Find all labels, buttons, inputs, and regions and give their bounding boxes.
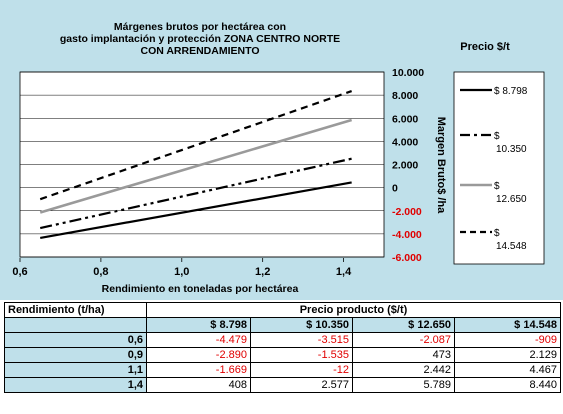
price-table: Rendimiento (t/ha) Precio producto ($/t)… — [4, 302, 561, 393]
x-tick-label: 1,0 — [174, 266, 189, 278]
chart-title-line: CON ARRENDAMIENTO — [140, 45, 259, 57]
yield-cell: 1,4 — [4, 377, 147, 393]
value-cell: -2.087 — [352, 332, 455, 348]
value-cell: -1.669 — [146, 362, 251, 378]
value-cell: 2.442 — [352, 362, 455, 378]
price-group-header: Precio producto ($/t) — [146, 302, 561, 318]
value-cell: 2.129 — [454, 347, 561, 363]
blank-header-cell — [4, 317, 147, 333]
value-cell: -909 — [454, 332, 561, 348]
value-cell: 408 — [146, 377, 251, 393]
y-tick-label: 4.000 — [392, 136, 418, 148]
y-tick-label: 0 — [392, 183, 398, 195]
chart-title-line: Márgenes brutos por hectárea con — [114, 21, 286, 33]
yield-cell: 0,6 — [4, 332, 147, 348]
price-header: $ 14.548 — [454, 317, 561, 333]
legend-label: $ — [494, 131, 500, 142]
y-tick-label: -2.000 — [392, 206, 422, 218]
y-tick-label: -4.000 — [392, 229, 422, 241]
value-cell: -3.515 — [250, 332, 353, 348]
value-cell: 5.789 — [352, 377, 455, 393]
yield-cell: 1,1 — [4, 362, 147, 378]
series-line — [39, 118, 353, 214]
value-cell: 8.440 — [454, 377, 561, 393]
table-row: 1,1 -1.669 -12 2.442 4.467 — [4, 362, 561, 378]
yield-header: Rendimiento (t/ha) — [4, 302, 147, 318]
value-cell: 4.467 — [454, 362, 561, 378]
price-header: $ 12.650 — [352, 317, 455, 333]
y-tick-label: 6.000 — [392, 113, 418, 125]
table-row: 1,4 408 2.577 5.789 8.440 — [4, 377, 561, 393]
series-line — [39, 157, 352, 230]
legend-label: $ — [494, 181, 500, 192]
value-cell: -2.890 — [146, 347, 251, 363]
y-tick-label: 2.000 — [392, 160, 418, 172]
x-tick-label: 1,4 — [336, 266, 352, 278]
value-cell: -12 — [250, 362, 353, 378]
chart-panel: Márgenes brutos por hectárea con gasto im… — [0, 0, 563, 300]
price-header: $ 8.798 — [146, 317, 251, 333]
y-tick-label: 8.000 — [392, 90, 418, 102]
x-tick-label: 1,2 — [255, 266, 270, 278]
series-line — [40, 181, 352, 240]
value-cell: 2.577 — [250, 377, 353, 393]
legend-title: Precio $/t — [460, 41, 510, 53]
chart-title-line: gasto implantación y protección ZONA CEN… — [60, 33, 340, 45]
legend-label: $ — [494, 228, 500, 239]
x-tick-label: 0,6 — [12, 266, 27, 278]
value-cell: -1.535 — [250, 347, 353, 363]
legend-label: $ 8.798 — [494, 86, 528, 97]
value-cell: 473 — [352, 347, 455, 363]
value-cell: -4.479 — [146, 332, 251, 348]
y-tick-label: -6.000 — [392, 252, 422, 264]
series-line — [39, 90, 353, 201]
price-header: $ 10.350 — [250, 317, 353, 333]
table-row: 0,9 -2.890 -1.535 473 2.129 — [4, 347, 561, 363]
legend-label: 12.650 — [496, 194, 527, 205]
x-tick-label: 0,8 — [93, 266, 108, 278]
legend-label: 14.548 — [496, 241, 527, 252]
table-row: 0,6 -4.479 -3.515 -2.087 -909 — [4, 332, 561, 348]
y-axis-label: Margen Bruto$ /ha — [435, 117, 447, 214]
y-tick-label: 10.000 — [392, 67, 424, 79]
legend-label: 10.350 — [496, 144, 527, 155]
yield-cell: 0,9 — [4, 347, 147, 363]
legend-box — [453, 71, 545, 265]
x-axis-label: Rendimiento en toneladas por hectárea — [102, 283, 299, 295]
